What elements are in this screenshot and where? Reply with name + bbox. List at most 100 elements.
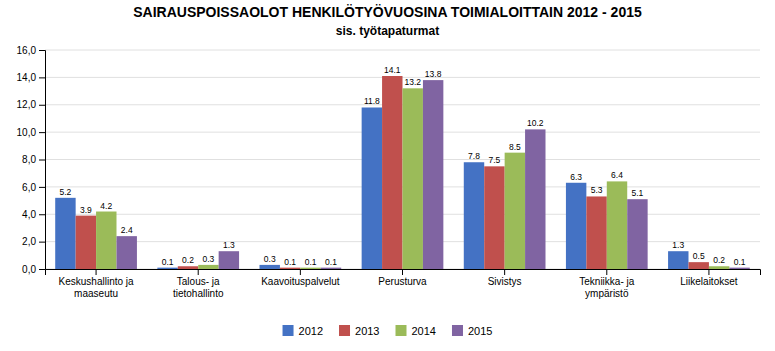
bar xyxy=(280,268,300,269)
tick-mark xyxy=(96,269,97,275)
data-label: 0.1 xyxy=(305,257,317,267)
x-axis: Keskushallinto jamaaseutu Talous- jatieto… xyxy=(46,269,761,299)
data-label: 0.5 xyxy=(693,251,705,261)
y-tick: 16,0 xyxy=(17,45,45,56)
tick-mark xyxy=(39,187,45,188)
data-label: 13.2 xyxy=(404,77,421,87)
bar xyxy=(627,199,647,269)
tick-mark xyxy=(504,269,505,275)
bar xyxy=(525,129,545,269)
y-tick-label: 6,0 xyxy=(22,182,36,193)
data-label: 5.2 xyxy=(60,187,72,197)
x-tick: Keskushallinto jamaaseutu xyxy=(59,269,134,299)
tick-mark xyxy=(198,269,199,275)
data-label: 5.3 xyxy=(591,185,603,195)
plot: 5.20.10.311.87.86.31.33.90.20.114.17.55.… xyxy=(17,45,761,299)
bar xyxy=(96,212,116,269)
bar xyxy=(709,266,729,269)
bar xyxy=(362,107,382,269)
legend-label: 2013 xyxy=(355,325,379,337)
y-axis: 0,0 2,0 4,0 6,0 8,0 10,0 12,0 14,0 16,0 xyxy=(17,45,46,275)
y-tick: 2,0 xyxy=(22,236,45,247)
x-tick-label-line: tietohallinto xyxy=(173,288,224,299)
x-tick-label: Perusturva xyxy=(378,276,427,287)
data-label: 1.3 xyxy=(223,240,235,250)
y-tick: 0,0 xyxy=(22,264,45,275)
data-label: 8.5 xyxy=(509,142,521,152)
y-tick-label: 10,0 xyxy=(17,127,37,138)
data-labels: 5.20.10.311.87.86.31.33.90.20.114.17.55.… xyxy=(60,65,746,267)
bar xyxy=(566,183,586,269)
y-tick-label: 12,0 xyxy=(17,99,37,110)
bar xyxy=(607,181,627,269)
x-tick: Liikelaitokset xyxy=(680,269,737,287)
x-tick-label-line: Keskushallinto ja xyxy=(59,276,134,287)
title: SAIRAUSPOISSAOLOT HENKILÖTYÖVUOSINA TOIM… xyxy=(133,4,642,20)
legend-item: 2014 xyxy=(396,325,436,337)
legend-label: 2012 xyxy=(299,325,323,337)
y-tick-label: 0,0 xyxy=(22,264,36,275)
x-tick-label-line: Talous- ja xyxy=(177,276,220,287)
y-tick: 6,0 xyxy=(22,182,45,193)
tick-mark xyxy=(39,160,45,161)
bar xyxy=(484,166,504,269)
bars xyxy=(55,76,750,269)
data-label: 0.2 xyxy=(182,255,194,265)
x-tick-label-line: maaseutu xyxy=(74,288,118,299)
legend-item: 2015 xyxy=(452,325,492,337)
data-label: 0.3 xyxy=(203,254,215,264)
tick-mark xyxy=(300,269,301,275)
x-tick: Tekniikka- jaympäristö xyxy=(579,269,634,299)
bar xyxy=(423,80,443,269)
bar xyxy=(260,265,280,269)
bar xyxy=(117,236,137,269)
bar xyxy=(76,216,96,269)
tick-mark xyxy=(39,105,45,106)
x-tick-label-line: Kaavoituspalvelut xyxy=(261,276,340,287)
bar xyxy=(689,262,709,269)
y-tick-label: 16,0 xyxy=(17,45,37,56)
bar xyxy=(668,251,688,269)
axis-line xyxy=(39,51,46,270)
data-label: 6.3 xyxy=(570,172,582,182)
data-label: 10.2 xyxy=(527,118,544,128)
y-tick: 10,0 xyxy=(17,127,45,138)
data-label: 0.3 xyxy=(264,254,276,264)
y-tick: 8,0 xyxy=(22,154,45,165)
bar xyxy=(321,268,341,269)
data-label: 0.1 xyxy=(162,257,174,267)
legend-swatch xyxy=(396,325,407,336)
bar xyxy=(157,268,177,269)
y-tick: 14,0 xyxy=(17,72,45,83)
legend-swatch xyxy=(452,325,463,336)
tick-mark xyxy=(606,269,607,275)
bar xyxy=(55,198,75,269)
x-tick-label-line: Liikelaitokset xyxy=(680,276,737,287)
bar xyxy=(403,88,423,269)
bar xyxy=(464,162,484,269)
legend-swatch xyxy=(339,325,350,336)
x-tick-label-line: Sivistys xyxy=(488,276,522,287)
legend-label: 2015 xyxy=(468,325,492,337)
data-label: 6.4 xyxy=(611,170,623,180)
bar xyxy=(300,268,320,269)
data-label: 2.4 xyxy=(121,225,133,235)
legend-item: 2013 xyxy=(339,325,379,337)
tick-mark xyxy=(39,132,45,133)
x-tick-label: Kaavoituspalvelut xyxy=(261,276,340,287)
legend-item: 2012 xyxy=(283,325,323,337)
legend: 2012 2013 2014 2015 xyxy=(283,325,493,337)
x-tick-label-line: Tekniikka- ja xyxy=(579,276,634,287)
axis-line xyxy=(46,270,761,276)
x-tick-label: Keskushallinto jamaaseutu xyxy=(59,276,134,299)
grid-line xyxy=(45,50,760,51)
bar xyxy=(178,266,198,269)
tick-mark xyxy=(39,214,45,215)
y-tick-label: 8,0 xyxy=(22,154,36,165)
data-label: 0.2 xyxy=(713,255,725,265)
x-tick-label-line: ympäristö xyxy=(585,288,629,299)
tick-mark xyxy=(39,269,45,270)
y-tick: 4,0 xyxy=(22,209,45,220)
x-tick-label: Talous- jatietohallinto xyxy=(173,276,224,299)
x-tick: Kaavoituspalvelut xyxy=(261,269,340,287)
